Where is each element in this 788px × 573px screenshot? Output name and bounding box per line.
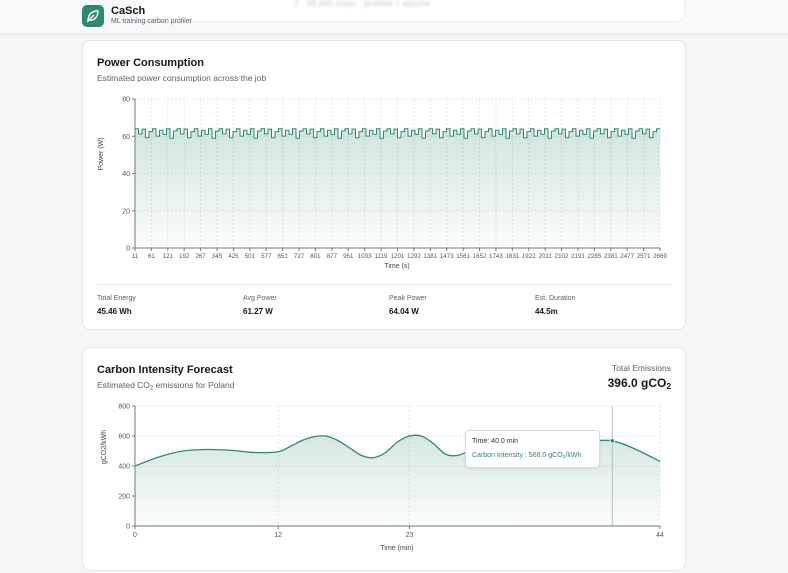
x-tick-label: 1292 xyxy=(407,253,421,260)
x-tick-label: 1922 xyxy=(522,253,536,260)
job-info-bar: 2 · 39,000 steps · profiled 1 epoche xyxy=(135,0,685,22)
x-tick-label: 2571 xyxy=(637,253,651,260)
y-tick-label: 400 xyxy=(118,464,130,471)
chart-tooltip: Time: 40.0 min Carbon Intensity : 568.0 … xyxy=(465,430,600,468)
x-tick-label: 1743 xyxy=(489,253,503,260)
stat-label-avg-power: Avg Power xyxy=(243,295,277,302)
x-axis-label: Time (min) xyxy=(380,545,413,552)
x-tick-label: 121 xyxy=(163,253,174,260)
x-tick-label: 1652 xyxy=(473,253,487,260)
y-tick-label: 600 xyxy=(118,434,130,441)
power-area xyxy=(135,128,660,248)
x-tick-label: 2381 xyxy=(604,253,618,260)
brand-subtitle: ML training carbon profiler xyxy=(111,18,193,25)
y-tick-label: 20 xyxy=(122,208,130,215)
tooltip-carbon-intensity: Carbon Intensity : 568.0 gCO2/kWh xyxy=(472,452,582,461)
x-tick-label: 1381 xyxy=(423,253,437,260)
x-tick-label: 877 xyxy=(327,253,338,260)
card-subtitle: Estimated power consumption across the j… xyxy=(97,73,267,83)
stat-value-total-energy: 45.46 Wh xyxy=(97,307,132,316)
x-tick-label: 801 xyxy=(310,253,321,260)
stat-value-est-duration: 44.5m xyxy=(535,307,558,316)
card-subtitle: Estimated CO2 emissions for Poland xyxy=(97,380,235,392)
leaf-logo-icon[interactable] xyxy=(82,5,104,27)
x-axis-label: Time (s) xyxy=(384,263,409,270)
x-tick-label: 44 xyxy=(656,532,664,539)
x-tick-label: 501 xyxy=(245,253,256,260)
x-tick-label: 727 xyxy=(294,253,305,260)
x-tick-label: 11 xyxy=(132,253,139,260)
power-line xyxy=(135,128,660,139)
card-title: Power Consumption xyxy=(97,57,204,69)
x-tick-label: 2191 xyxy=(571,253,585,260)
y-tick-label: 40 xyxy=(122,171,130,178)
x-tick-label: 651 xyxy=(277,253,288,260)
x-tick-label: 2011 xyxy=(539,253,553,260)
x-tick-label: 2102 xyxy=(555,253,569,260)
x-tick-label: 1119 xyxy=(375,253,388,260)
y-tick-label: 0 xyxy=(126,524,130,531)
app-header: 2 · 39,000 steps · profiled 1 epoche CaS… xyxy=(0,0,788,35)
x-tick-label: 267 xyxy=(195,253,206,260)
stat-label-total-energy: Total Energy xyxy=(97,295,136,302)
y-tick-label: 200 xyxy=(118,494,130,501)
x-tick-label: 192 xyxy=(179,253,190,260)
tooltip-time: Time: 40.0 min xyxy=(472,438,519,445)
x-tick-label: 0 xyxy=(133,532,137,539)
card-title: Carbon Intensity Forecast xyxy=(97,364,233,376)
x-tick-label: 425 xyxy=(228,253,239,260)
x-tick-label: 2285 xyxy=(587,253,601,260)
y-tick-label: 60 xyxy=(122,134,130,141)
x-tick-label: 1561 xyxy=(456,253,470,260)
x-tick-label: 1473 xyxy=(440,253,454,260)
x-tick-label: 1033 xyxy=(358,253,372,260)
y-tick-label: 0 xyxy=(126,246,130,253)
x-tick-label: 951 xyxy=(343,253,354,260)
y-axis-label: gCO2/kWh xyxy=(101,430,108,464)
stat-value-avg-power: 61.27 W xyxy=(243,307,273,316)
x-tick-label: 61 xyxy=(148,253,155,260)
power-consumption-card: Power Consumption Estimated power consum… xyxy=(82,40,686,330)
x-tick-label: 1831 xyxy=(505,253,519,260)
x-tick-label: 2477 xyxy=(620,253,634,260)
x-tick-label: 577 xyxy=(261,253,272,260)
x-tick-label: 12 xyxy=(274,532,282,539)
y-tick-label: 800 xyxy=(118,404,130,411)
stat-value-peak-power: 64.04 W xyxy=(389,307,419,316)
stat-label-peak-power: Peak Power xyxy=(389,295,427,302)
y-tick-label: 80 xyxy=(122,97,130,104)
x-tick-label: 23 xyxy=(406,532,414,539)
brand-name[interactable]: CaSch xyxy=(111,5,146,17)
x-tick-label: 2669 xyxy=(653,253,667,260)
y-axis-label: Power (W) xyxy=(98,137,105,170)
stats-divider xyxy=(97,284,672,285)
x-tick-label: 345 xyxy=(212,253,223,260)
total-emissions-value: 396.0 gCO2 xyxy=(607,376,671,392)
job-info-text: 2 · 39,000 steps · profiled 1 epoche xyxy=(294,0,431,8)
total-emissions-label: Total Emissions xyxy=(611,363,671,373)
stat-label-est-duration: Est. Duration xyxy=(535,295,576,302)
power-chart[interactable]: 0 20 40 60 80 11 61 121 192 267 345 425 501 577 651 727… xyxy=(83,41,687,276)
hover-marker xyxy=(609,438,615,444)
x-tick-label: 1201 xyxy=(391,253,405,260)
